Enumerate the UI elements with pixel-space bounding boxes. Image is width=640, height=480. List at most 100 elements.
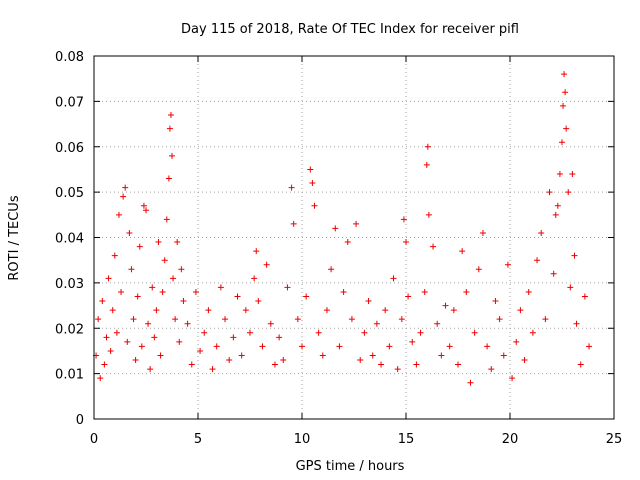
data-point [455, 361, 461, 368]
data-point [149, 284, 156, 291]
grid-lines [94, 56, 614, 419]
data-point [332, 225, 339, 232]
data-point [353, 220, 360, 227]
data-point [323, 307, 330, 314]
data-point [398, 316, 405, 323]
data-point [382, 307, 389, 314]
data-point [188, 361, 195, 368]
data-point [122, 184, 129, 191]
data-point [484, 343, 491, 350]
data-point [169, 152, 175, 159]
data-point [504, 261, 511, 268]
data-point [369, 352, 376, 359]
data-point [311, 202, 318, 209]
x-tick-label: 20 [502, 432, 519, 447]
y-axis-label: ROTI / TECUs [7, 195, 22, 280]
data-point [513, 338, 520, 345]
data-point [556, 170, 563, 177]
data-point [271, 361, 278, 368]
data-point [542, 316, 549, 323]
data-point [442, 302, 449, 309]
data-point [95, 316, 102, 323]
data-point [222, 316, 229, 323]
data-point [405, 293, 412, 300]
x-tick-label: 25 [606, 432, 623, 447]
data-point [409, 338, 416, 345]
data-point [161, 257, 168, 264]
data-point [344, 239, 351, 246]
data-point [230, 334, 237, 341]
data-point [99, 298, 106, 305]
data-point [467, 379, 474, 386]
data-point [167, 111, 174, 118]
data-point [276, 334, 283, 341]
data-point [280, 357, 287, 364]
data-point [500, 352, 507, 359]
data-point [425, 211, 432, 218]
chart-title: Day 115 of 2018, Rate Of TEC Index for r… [181, 22, 519, 37]
x-axis-label: GPS time / hours [296, 459, 405, 474]
data-point [174, 239, 181, 246]
data-point [565, 189, 572, 196]
data-point [438, 352, 445, 359]
data-point [151, 334, 158, 341]
y-tick-label: 0.08 [55, 50, 84, 65]
data-point [581, 293, 588, 300]
data-point [299, 343, 305, 350]
data-point [446, 343, 453, 350]
data-point [328, 266, 335, 273]
data-point [365, 298, 372, 305]
data-point [434, 320, 441, 327]
data-point [509, 375, 516, 382]
data-point [417, 329, 424, 336]
data-point [561, 71, 568, 78]
data-point [421, 288, 428, 295]
tick-labels: 0 5 10 15 20 25 0 0.01 0.02 0.03 0.04 0.05 0.06 0.07 0… [55, 50, 622, 447]
data-point [559, 139, 565, 146]
data-point [550, 270, 557, 277]
y-tick-label: 0.04 [55, 232, 84, 247]
data-point [263, 261, 270, 268]
data-point [205, 307, 212, 314]
data-point [255, 298, 262, 305]
data-point [348, 316, 355, 323]
data-point [563, 125, 570, 132]
data-point [562, 89, 569, 96]
data-point [184, 320, 191, 327]
x-tick-label: 0 [90, 432, 98, 447]
data-point [336, 343, 343, 350]
data-point [488, 366, 495, 373]
data-point [378, 361, 385, 368]
data-point [226, 357, 233, 364]
data-point [234, 293, 241, 300]
data-point [178, 266, 185, 273]
y-tick-label: 0.02 [55, 322, 84, 337]
data-point [573, 320, 580, 327]
data-point [145, 320, 152, 327]
data-point [430, 243, 437, 250]
data-point [209, 366, 216, 373]
data-point [560, 102, 567, 109]
data-point [107, 347, 114, 354]
data-point [294, 316, 301, 323]
data-point [201, 329, 208, 336]
data-point [126, 229, 133, 236]
data-point [130, 316, 137, 323]
data-point [459, 248, 466, 255]
data-point [577, 361, 584, 368]
data-point [192, 288, 199, 295]
y-tick-label: 0.05 [55, 186, 84, 201]
data-point [138, 343, 145, 350]
data-point [159, 288, 166, 295]
data-point [157, 352, 164, 359]
data-point [238, 352, 245, 359]
data-point [373, 320, 380, 327]
data-point [111, 252, 118, 259]
data-point [394, 366, 401, 373]
data-point [413, 361, 420, 368]
data-point [361, 329, 368, 336]
data-point [423, 161, 430, 168]
data-point [546, 189, 553, 196]
data-point [303, 293, 310, 300]
data-point [105, 275, 112, 282]
